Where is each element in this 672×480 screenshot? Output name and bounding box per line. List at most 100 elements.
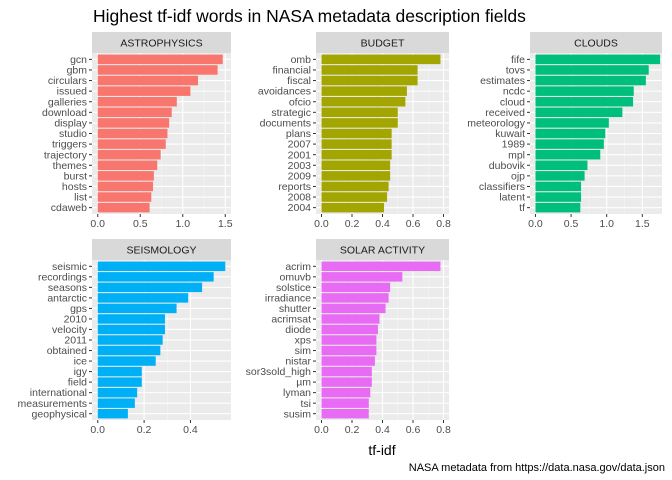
- bar: [321, 96, 406, 107]
- bar: [321, 398, 369, 408]
- bar: [321, 324, 378, 335]
- bar: [321, 149, 392, 160]
- category-label: meteorology: [467, 118, 526, 130]
- bar: [321, 314, 380, 324]
- category-label: tf: [519, 202, 525, 214]
- category-label: recordings: [38, 271, 87, 283]
- x-tick-label: 1.5: [218, 218, 233, 230]
- bar: [321, 408, 369, 419]
- category-label: xps: [295, 335, 311, 347]
- category-label: antarctic: [47, 292, 87, 304]
- facet-strip-label: BUDGET: [361, 38, 405, 50]
- bar: [97, 345, 161, 356]
- x-tick-label: 1.0: [175, 218, 190, 230]
- category-label: ice: [74, 356, 88, 368]
- bar: [97, 181, 153, 192]
- bar: [321, 387, 371, 398]
- category-label: reports: [278, 181, 311, 193]
- category-label: geophysical: [32, 408, 87, 420]
- bar: [321, 118, 398, 128]
- bar: [97, 356, 156, 366]
- bar: [97, 86, 191, 96]
- x-tick-label: 0.4: [375, 424, 390, 436]
- category-label: circulars: [48, 75, 87, 87]
- facet-strip: [530, 32, 662, 53]
- category-label: seismic: [52, 261, 87, 273]
- bar: [97, 398, 135, 408]
- category-label: acrimsat: [271, 314, 311, 326]
- x-tick-label: 0.6: [406, 218, 421, 230]
- category-label: international: [30, 387, 87, 399]
- x-tick-label: 0.2: [345, 218, 360, 230]
- category-label: µm: [296, 377, 311, 389]
- bar: [97, 171, 154, 181]
- category-label: tsi: [301, 398, 312, 410]
- x-tick-label: 0.6: [406, 424, 421, 436]
- category-label: ojp: [511, 170, 525, 182]
- category-label: sim: [295, 345, 312, 357]
- bar: [97, 377, 142, 387]
- bar: [321, 261, 441, 272]
- bar: [97, 75, 199, 86]
- category-label: documents: [260, 118, 311, 130]
- chart-title: Highest tf-idf words in NASA metadata de…: [93, 6, 526, 26]
- x-tick-label: 0.0: [528, 218, 543, 230]
- category-label: obtained: [47, 345, 87, 357]
- category-label: classifiers: [479, 181, 525, 193]
- bar: [535, 118, 609, 128]
- category-label: 2011: [64, 335, 87, 347]
- bar: [321, 160, 391, 171]
- facet-panels: ASTROPHYSICS gcngbmcircularsissuedgalleri…: [18, 32, 662, 436]
- bar: [535, 171, 585, 181]
- bar: [321, 54, 441, 65]
- bar: [321, 335, 377, 345]
- category-label: 2009: [288, 170, 312, 182]
- category-label: trajectory: [44, 149, 88, 161]
- category-label: triggers: [52, 139, 87, 151]
- category-label: financial: [272, 65, 311, 77]
- bar: [97, 202, 150, 213]
- facet-panel: CLOUDS fifetovsestimatesncdccloudreceived…: [467, 32, 662, 230]
- category-label: studio: [59, 128, 87, 140]
- bar: [97, 261, 226, 272]
- bar: [321, 356, 375, 366]
- bar: [321, 107, 398, 118]
- category-label: galleries: [48, 96, 87, 108]
- category-label: 2003: [288, 160, 312, 172]
- bar: [321, 171, 391, 181]
- category-label: list: [74, 192, 87, 204]
- category-label: igy: [74, 366, 88, 378]
- bar: [97, 314, 165, 324]
- bar: [535, 128, 606, 139]
- x-tick-label: 0.5: [133, 218, 148, 230]
- category-label: sor3sold_high: [246, 366, 312, 378]
- facet-strip-label: CLOUDS: [574, 38, 618, 50]
- bar: [321, 377, 372, 387]
- category-label: susim: [284, 408, 312, 420]
- category-label: omuvb: [279, 271, 311, 283]
- category-label: latent: [499, 192, 525, 204]
- category-label: kuwait: [495, 128, 525, 140]
- bar: [535, 107, 623, 118]
- bar: [97, 272, 214, 282]
- facet-strip: [316, 239, 449, 260]
- bar: [535, 149, 601, 160]
- category-label: irradiance: [265, 292, 311, 304]
- facet-panel: ASTROPHYSICS gcngbmcircularsissuedgalleri…: [42, 32, 233, 230]
- category-label: 1989: [502, 139, 526, 151]
- bar: [97, 96, 177, 107]
- x-tick-label: 1.5: [635, 218, 650, 230]
- category-label: 2008: [288, 192, 312, 204]
- category-label: ncdc: [503, 86, 525, 98]
- bar: [535, 65, 649, 75]
- bar: [321, 139, 392, 149]
- category-label: mpl: [508, 149, 525, 161]
- x-tick-label: 0.4: [183, 424, 198, 436]
- category-label: omb: [291, 54, 312, 66]
- category-label: gbm: [67, 65, 88, 77]
- x-axis-title: tf-idf: [368, 442, 395, 458]
- bar: [97, 303, 177, 314]
- category-label: issued: [57, 86, 88, 98]
- bar: [97, 160, 158, 171]
